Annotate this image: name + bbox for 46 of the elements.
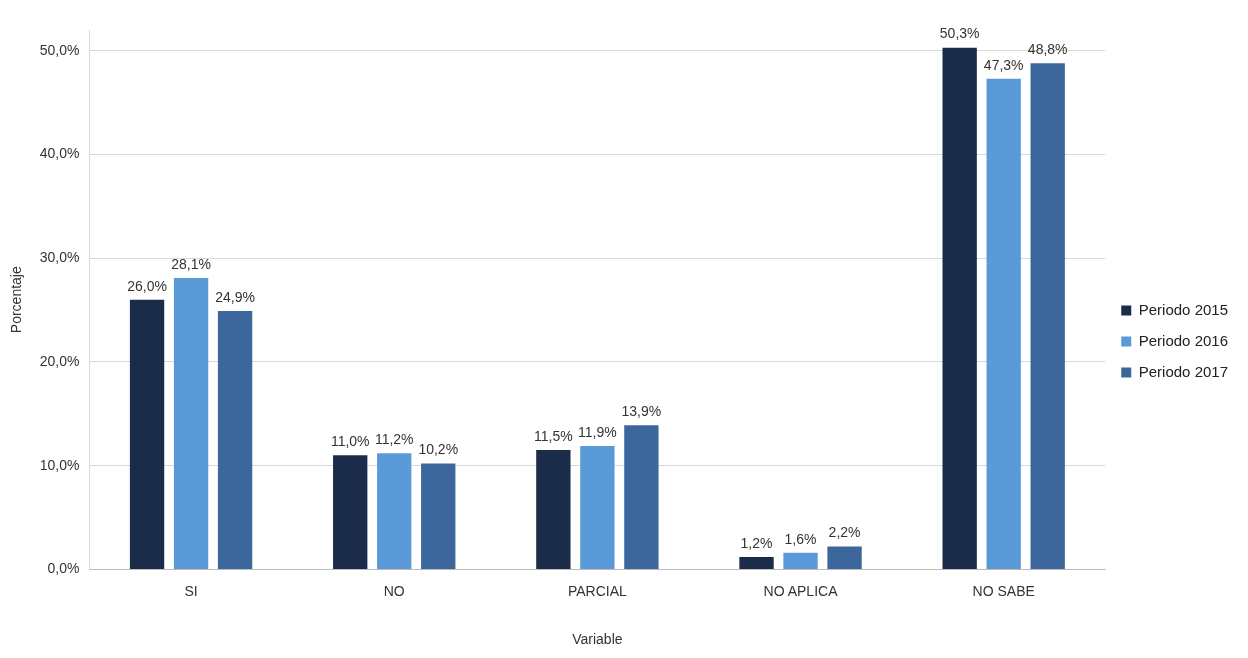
data-label: 50,3% [939, 25, 980, 42]
x-axis-title: Variable [572, 631, 623, 648]
y-tick-label: 0,0% [47, 560, 80, 577]
bar [783, 552, 818, 569]
bar [217, 311, 253, 569]
y-tick-label: 20,0% [39, 352, 80, 369]
data-label: 1,6% [784, 530, 817, 547]
data-label: 11,0% [330, 433, 370, 450]
data-label: 11,5% [534, 427, 573, 444]
bar [1030, 63, 1065, 569]
data-label: 2,2% [828, 524, 861, 541]
y-tick-label: 50,0% [39, 41, 80, 58]
bar [739, 556, 774, 569]
data-label: 11,9% [578, 423, 617, 440]
bar [421, 463, 456, 569]
data-label: 48,8% [1027, 41, 1068, 58]
bar [536, 450, 571, 569]
bar [377, 453, 412, 569]
y-tick-label: 30,0% [39, 249, 80, 266]
x-tick-label: NO [383, 582, 405, 599]
bar [942, 47, 977, 569]
data-label: 11,2% [374, 431, 414, 448]
legend-label: Periodo 2017 [1138, 362, 1229, 380]
y-tick-label: 10,0% [39, 456, 80, 473]
data-label: 47,3% [983, 56, 1024, 73]
x-tick-label: NO SABE [972, 582, 1035, 599]
data-label: 13,9% [621, 403, 662, 420]
bar [333, 455, 368, 569]
y-axis-title: Porcentaje [8, 266, 25, 334]
bar [827, 546, 862, 569]
legend-label: Periodo 2016 [1138, 331, 1229, 349]
data-label: 1,2% [740, 534, 773, 551]
x-tick-label: SI [184, 582, 198, 599]
bar [173, 277, 209, 569]
y-tick-label: 40,0% [39, 145, 80, 162]
data-label: 28,1% [171, 255, 211, 272]
x-tick-label: PARCIAL [567, 582, 628, 599]
bar [986, 78, 1021, 569]
data-label: 24,9% [215, 288, 255, 305]
x-tick-label: NO APLICA [763, 582, 839, 599]
data-label: 26,0% [127, 277, 167, 294]
bar [129, 299, 165, 569]
data-label: 10,2% [418, 441, 459, 458]
legend-label: Periodo 2015 [1138, 300, 1229, 318]
bar [580, 445, 615, 569]
bar [624, 425, 659, 569]
